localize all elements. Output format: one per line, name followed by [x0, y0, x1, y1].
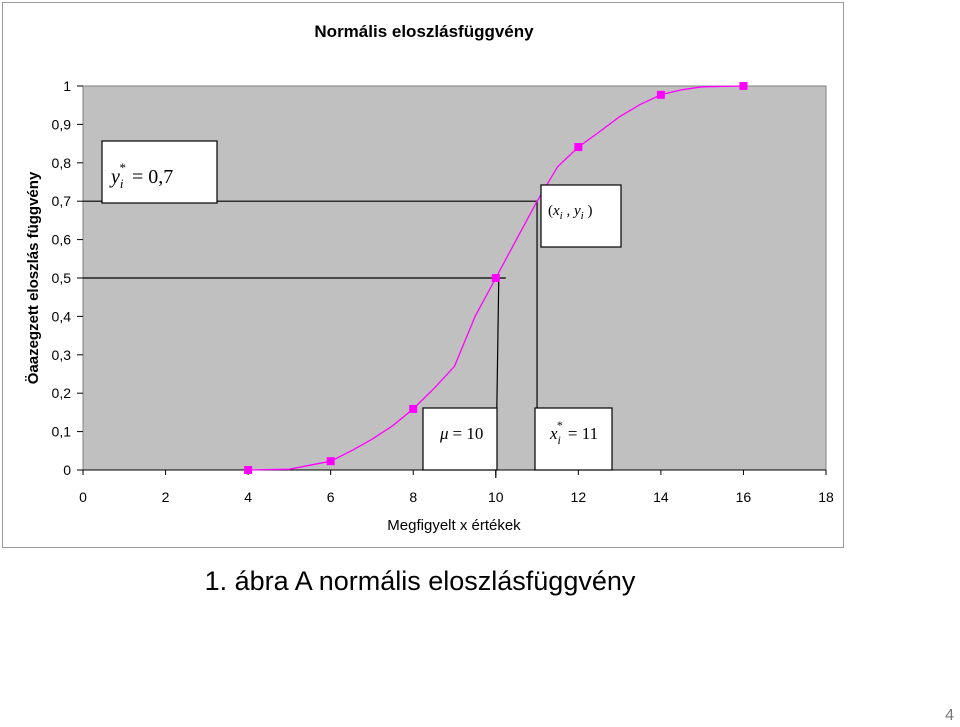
cdf-series-line — [248, 85, 744, 471]
y-axis-label: Öaazegzett eloszlás függvény — [25, 171, 42, 384]
x-star-box — [534, 407, 613, 471]
mu-label: μ = 10 — [439, 424, 483, 443]
data-point-marker — [409, 404, 418, 413]
y-tick-label: 1 — [63, 78, 71, 94]
data-point-marker — [491, 274, 500, 282]
x-tick-label: 6 — [327, 489, 335, 505]
chart-frame: Normális eloszlásfüggvény 0 2 4 6 8 10 12 14 16 1… — [2, 2, 844, 548]
y-tick-label: 0,1 — [52, 424, 72, 440]
y-tick-label: 0,8 — [52, 155, 72, 171]
data-point-marker — [739, 82, 748, 90]
page-number: 4 — [945, 707, 954, 724]
y-tick-label: 0,7 — [52, 193, 72, 209]
x-tick-label: 0 — [79, 489, 87, 505]
x-star-label: xi* = 11 — [549, 418, 598, 447]
y-star-label: yi* = 0,7 — [109, 160, 173, 191]
data-point-marker — [656, 90, 665, 99]
x-axis-label: Megfigyelt x értékek — [387, 517, 521, 534]
data-point-marker — [574, 143, 583, 152]
point-label-box — [540, 184, 622, 248]
y-star-box — [101, 140, 218, 204]
y-tick-label: 0 — [63, 462, 71, 478]
cdf-chart: Normális eloszlásfüggvény 0 2 4 6 8 10 12 14 16 1… — [25, 22, 834, 534]
figure-caption: 1. ábra A normális eloszlásfüggvény — [204, 566, 636, 596]
y-tick-label: 0,4 — [52, 308, 72, 324]
x-tick-label: 12 — [571, 489, 587, 505]
y-tick-label: 0,5 — [52, 270, 72, 286]
x-tick-label: 2 — [162, 489, 170, 505]
y-tick-label: 0,9 — [52, 116, 72, 132]
data-point-marker — [326, 457, 335, 466]
x-tick-label: 8 — [409, 489, 417, 505]
x-tick-label: 16 — [736, 489, 752, 505]
mu-box — [422, 407, 498, 471]
x-tick-label: 10 — [488, 489, 504, 505]
y-tick-label: 0,6 — [52, 232, 72, 248]
data-point-marker — [244, 466, 253, 474]
y-tick-label: 0,2 — [52, 385, 72, 401]
x-tick-label: 4 — [244, 489, 252, 505]
x-tick-label: 14 — [653, 489, 669, 505]
y-tick-label: 0,3 — [52, 347, 72, 363]
x-tick-label: 18 — [818, 489, 834, 505]
chart-title: Normális eloszlásfüggvény — [314, 22, 534, 41]
